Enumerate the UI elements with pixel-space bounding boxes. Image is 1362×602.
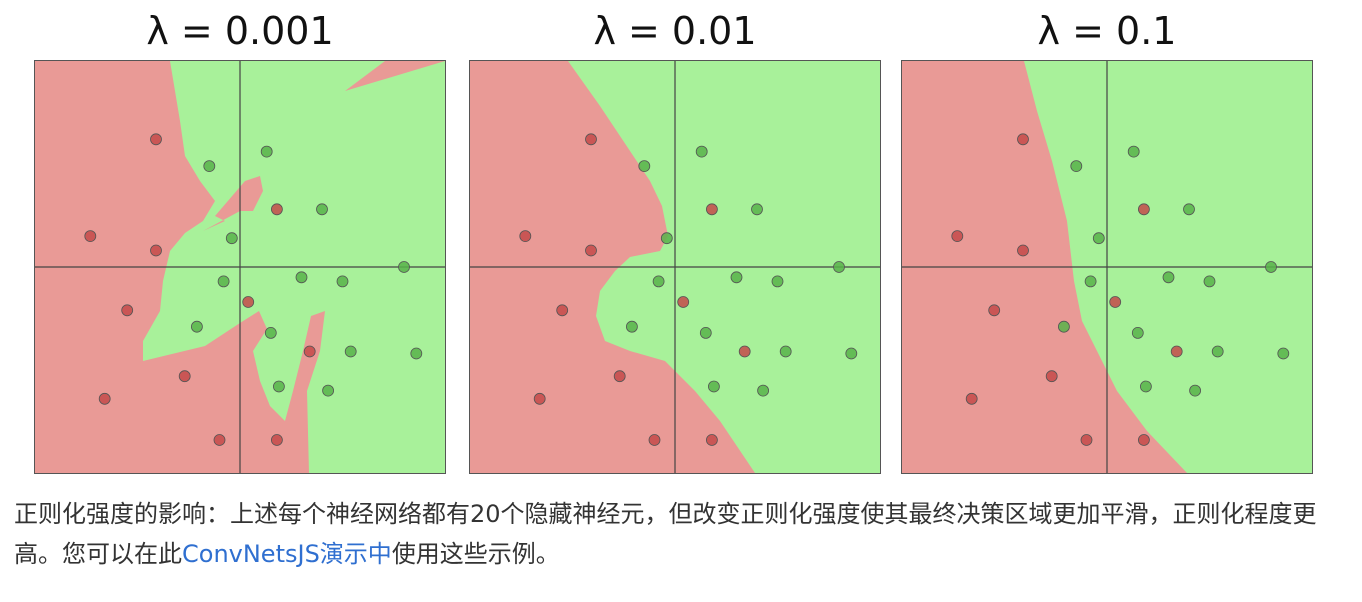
red-data-point (150, 133, 162, 146)
red-data-point (965, 392, 978, 405)
green-data-point (1084, 275, 1097, 288)
green-data-point (707, 380, 720, 393)
red-data-point (556, 304, 569, 317)
red-data-point (1170, 345, 1183, 358)
red-data-point (613, 370, 626, 383)
green-data-point (410, 347, 423, 360)
red-data-point (213, 434, 226, 446)
red-data-point (1017, 133, 1029, 146)
panel-title-3: λ = 0.1 (1037, 9, 1177, 53)
green-data-point (1265, 261, 1277, 273)
green-data-point (1139, 380, 1152, 393)
green-data-point (1189, 384, 1202, 397)
green-data-point (652, 275, 665, 288)
red-data-point (533, 392, 546, 405)
green-data-point (1183, 203, 1195, 216)
red-data-point (1109, 296, 1122, 308)
red-data-point (677, 296, 690, 308)
green-data-point (322, 384, 335, 397)
decision-boundary-plot-3 (901, 60, 1313, 474)
green-data-point (779, 345, 792, 358)
green-data-point (833, 261, 845, 273)
red-data-point (150, 244, 162, 257)
green-data-point (1277, 347, 1290, 360)
red-data-point (1017, 244, 1029, 257)
green-data-point (203, 160, 216, 172)
decision-boundary-plot-1 (34, 60, 446, 474)
panel-title-2: λ = 0.01 (593, 9, 757, 53)
green-data-point (1127, 145, 1140, 158)
green-data-point (1131, 326, 1144, 339)
red-data-point (98, 392, 111, 405)
red-data-point (242, 296, 255, 308)
panel-title-1: λ = 0.001 (146, 9, 334, 53)
red-data-point (303, 345, 316, 358)
green-data-point (1057, 320, 1070, 333)
green-data-point (695, 145, 708, 158)
green-data-point (638, 160, 651, 172)
caption-text-end: 使用这些示例。 (391, 540, 560, 568)
green-data-point (336, 275, 349, 288)
green-data-point (344, 345, 357, 358)
decision-boundary-plot-2 (469, 60, 881, 474)
green-data-point (1203, 275, 1216, 288)
green-data-point (845, 347, 858, 360)
green-data-point (190, 320, 203, 333)
red-data-point (178, 370, 191, 383)
green-data-point (1211, 345, 1224, 358)
green-data-point (1092, 232, 1105, 245)
green-data-point (1162, 271, 1175, 284)
green-data-point (225, 232, 238, 245)
green-data-point (660, 232, 673, 245)
caption-text: 正则化强度的影响：上述每个神经网络都有20个隐藏神经元，但改变正则化强度使其最终… (14, 500, 1317, 568)
green-data-point (217, 275, 230, 288)
green-data-point (272, 380, 285, 393)
red-data-point (121, 304, 134, 317)
red-data-point (738, 345, 751, 358)
green-data-point (751, 203, 763, 216)
green-data-point (699, 326, 712, 339)
red-data-point (585, 244, 597, 257)
red-data-point (988, 304, 1001, 317)
red-data-point (84, 230, 97, 243)
green-data-point (757, 384, 770, 397)
green-data-point (398, 261, 410, 273)
red-data-point (270, 203, 283, 216)
red-island (203, 176, 263, 231)
convnetjs-demo-link[interactable]: ConvNetsJS演示中 (182, 540, 392, 568)
red-data-point (270, 434, 283, 446)
plot-svg-1 (35, 61, 445, 473)
green-data-point (771, 275, 784, 288)
red-data-point (1137, 434, 1150, 446)
green-data-point (625, 320, 638, 333)
red-data-point (705, 203, 718, 216)
plot-svg-3 (902, 61, 1312, 473)
green-data-point (316, 203, 328, 216)
green-data-point (260, 145, 273, 158)
plot-svg-2 (470, 61, 880, 473)
red-data-point (951, 230, 964, 243)
red-data-point (705, 434, 718, 446)
figure-caption: 正则化强度的影响：上述每个神经网络都有20个隐藏神经元，但改变正则化强度使其最终… (14, 494, 1348, 574)
red-data-point (1137, 203, 1150, 216)
green-data-point (295, 271, 308, 284)
red-data-point (1045, 370, 1058, 383)
red-data-point (585, 133, 597, 146)
red-data-point (1080, 434, 1093, 446)
green-data-point (1070, 160, 1083, 172)
red-data-point (648, 434, 661, 446)
green-data-point (264, 326, 277, 339)
green-data-point (730, 271, 743, 284)
red-data-point (519, 230, 532, 243)
